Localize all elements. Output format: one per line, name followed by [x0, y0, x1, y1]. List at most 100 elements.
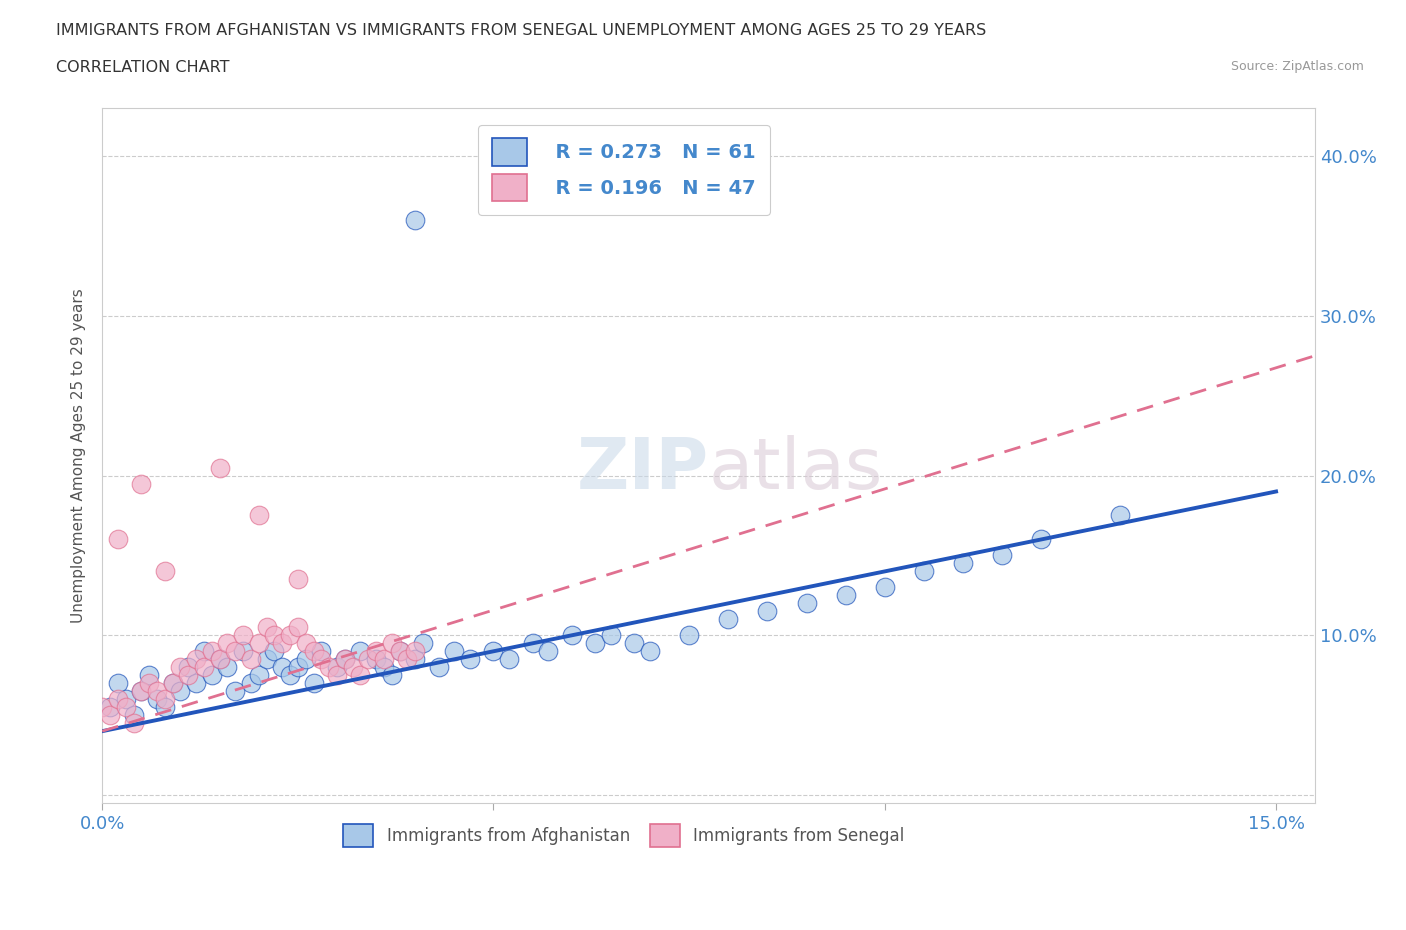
Point [404, 652, 426, 667]
Point [177, 659, 200, 674]
Point [443, 644, 465, 658]
Point [193, 659, 215, 674]
Point [169, 684, 191, 698]
Point [131, 684, 153, 698]
Point [263, 628, 285, 643]
Point [537, 644, 560, 658]
Point [326, 668, 349, 683]
Point [153, 699, 176, 714]
Point [239, 676, 262, 691]
Point [294, 636, 316, 651]
Point [349, 668, 371, 683]
Point [232, 644, 254, 658]
Point [678, 628, 700, 643]
Point [498, 652, 520, 667]
Point [114, 699, 136, 714]
Point [138, 676, 160, 691]
Point [271, 659, 294, 674]
Point [153, 564, 176, 578]
Point [1031, 532, 1053, 547]
Point [146, 684, 169, 698]
Point [373, 652, 395, 667]
Point [98, 708, 121, 723]
Y-axis label: Unemployment Among Ages 25 to 29 years: Unemployment Among Ages 25 to 29 years [72, 288, 86, 623]
Point [122, 716, 145, 731]
Point [333, 652, 356, 667]
Point [131, 476, 153, 491]
Point [561, 628, 583, 643]
Point [169, 659, 191, 674]
Point [311, 652, 333, 667]
Text: Source: ZipAtlas.com: Source: ZipAtlas.com [1230, 60, 1364, 73]
Point [256, 620, 278, 635]
Point [162, 676, 184, 691]
Point [208, 652, 231, 667]
Point [638, 644, 661, 658]
Point [302, 644, 325, 658]
Point [342, 659, 364, 674]
Point [396, 652, 419, 667]
Point [208, 460, 231, 475]
Point [458, 652, 481, 667]
Point [294, 652, 316, 667]
Point [247, 668, 270, 683]
Point [263, 644, 285, 658]
Point [349, 644, 371, 658]
Point [357, 652, 380, 667]
Point [271, 636, 294, 651]
Point [404, 212, 426, 227]
Point [287, 620, 309, 635]
Point [278, 628, 301, 643]
Point [366, 644, 388, 658]
Point [318, 659, 340, 674]
Point [756, 604, 779, 618]
Point [388, 644, 411, 658]
Point [412, 636, 434, 651]
Text: atlas: atlas [709, 435, 883, 504]
Point [287, 572, 309, 587]
Point [177, 668, 200, 683]
Legend: Immigrants from Afghanistan, Immigrants from Senegal: Immigrants from Afghanistan, Immigrants … [333, 814, 914, 857]
Point [224, 684, 246, 698]
Point [287, 659, 309, 674]
Point [239, 652, 262, 667]
Point [184, 676, 207, 691]
Point [208, 652, 231, 667]
Point [1108, 508, 1130, 523]
Point [184, 652, 207, 667]
Point [217, 659, 239, 674]
Point [834, 588, 856, 603]
Point [247, 636, 270, 651]
Point [162, 676, 184, 691]
Point [98, 699, 121, 714]
Point [91, 699, 114, 714]
Point [224, 644, 246, 658]
Point [482, 644, 505, 658]
Point [381, 636, 404, 651]
Point [153, 692, 176, 707]
Point [302, 676, 325, 691]
Point [599, 628, 621, 643]
Point [311, 644, 333, 658]
Point [366, 652, 388, 667]
Point [201, 668, 224, 683]
Point [873, 580, 896, 595]
Point [522, 636, 544, 651]
Point [193, 644, 215, 658]
Point [912, 564, 935, 578]
Point [381, 668, 404, 683]
Point [146, 692, 169, 707]
Point [138, 668, 160, 683]
Text: IMMIGRANTS FROM AFGHANISTAN VS IMMIGRANTS FROM SENEGAL UNEMPLOYMENT AMONG AGES 2: IMMIGRANTS FROM AFGHANISTAN VS IMMIGRANT… [56, 23, 987, 38]
Point [717, 612, 740, 627]
Point [623, 636, 645, 651]
Point [114, 692, 136, 707]
Point [326, 659, 349, 674]
Point [952, 556, 974, 571]
Point [388, 644, 411, 658]
Point [232, 628, 254, 643]
Point [247, 508, 270, 523]
Point [333, 652, 356, 667]
Point [201, 644, 224, 658]
Point [796, 596, 818, 611]
